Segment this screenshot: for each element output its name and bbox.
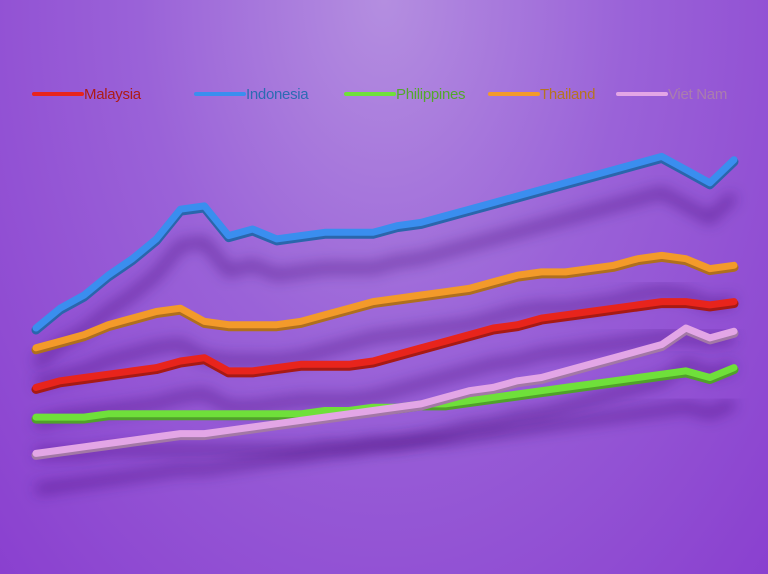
legend-item-philippines: Philippines [344, 86, 466, 103]
series-line-malaysia [32, 298, 738, 391]
legend-item-viet-nam: Viet Nam [616, 86, 727, 103]
chart-legend: Malaysia Indonesia Philippines Thailand Viet… [32, 86, 727, 103]
legend-item-indonesia: Indonesia [194, 86, 310, 103]
series-shadow-indonesia [32, 187, 738, 368]
legend-label-viet-nam: Viet Nam [668, 86, 727, 103]
legend-item-thailand: Thailand [488, 86, 595, 103]
legend-label-thailand: Thailand [540, 86, 595, 103]
series-shadow-thailand [34, 286, 735, 389]
legend-label-philippines: Philippines [396, 86, 465, 103]
legend-item-malaysia: Malaysia [32, 86, 142, 103]
legend-label-indonesia: Indonesia [246, 86, 309, 103]
series-line-viet-nam [32, 324, 738, 457]
series-lines [31, 152, 739, 460]
series-line-thailand [32, 251, 738, 352]
legend-label-malaysia: Malaysia [84, 86, 142, 103]
series-shadow-malaysia [34, 332, 735, 429]
series-shadow-viet-nam [35, 359, 736, 495]
series-line-indonesia [32, 152, 738, 332]
series-shadows [32, 187, 738, 495]
